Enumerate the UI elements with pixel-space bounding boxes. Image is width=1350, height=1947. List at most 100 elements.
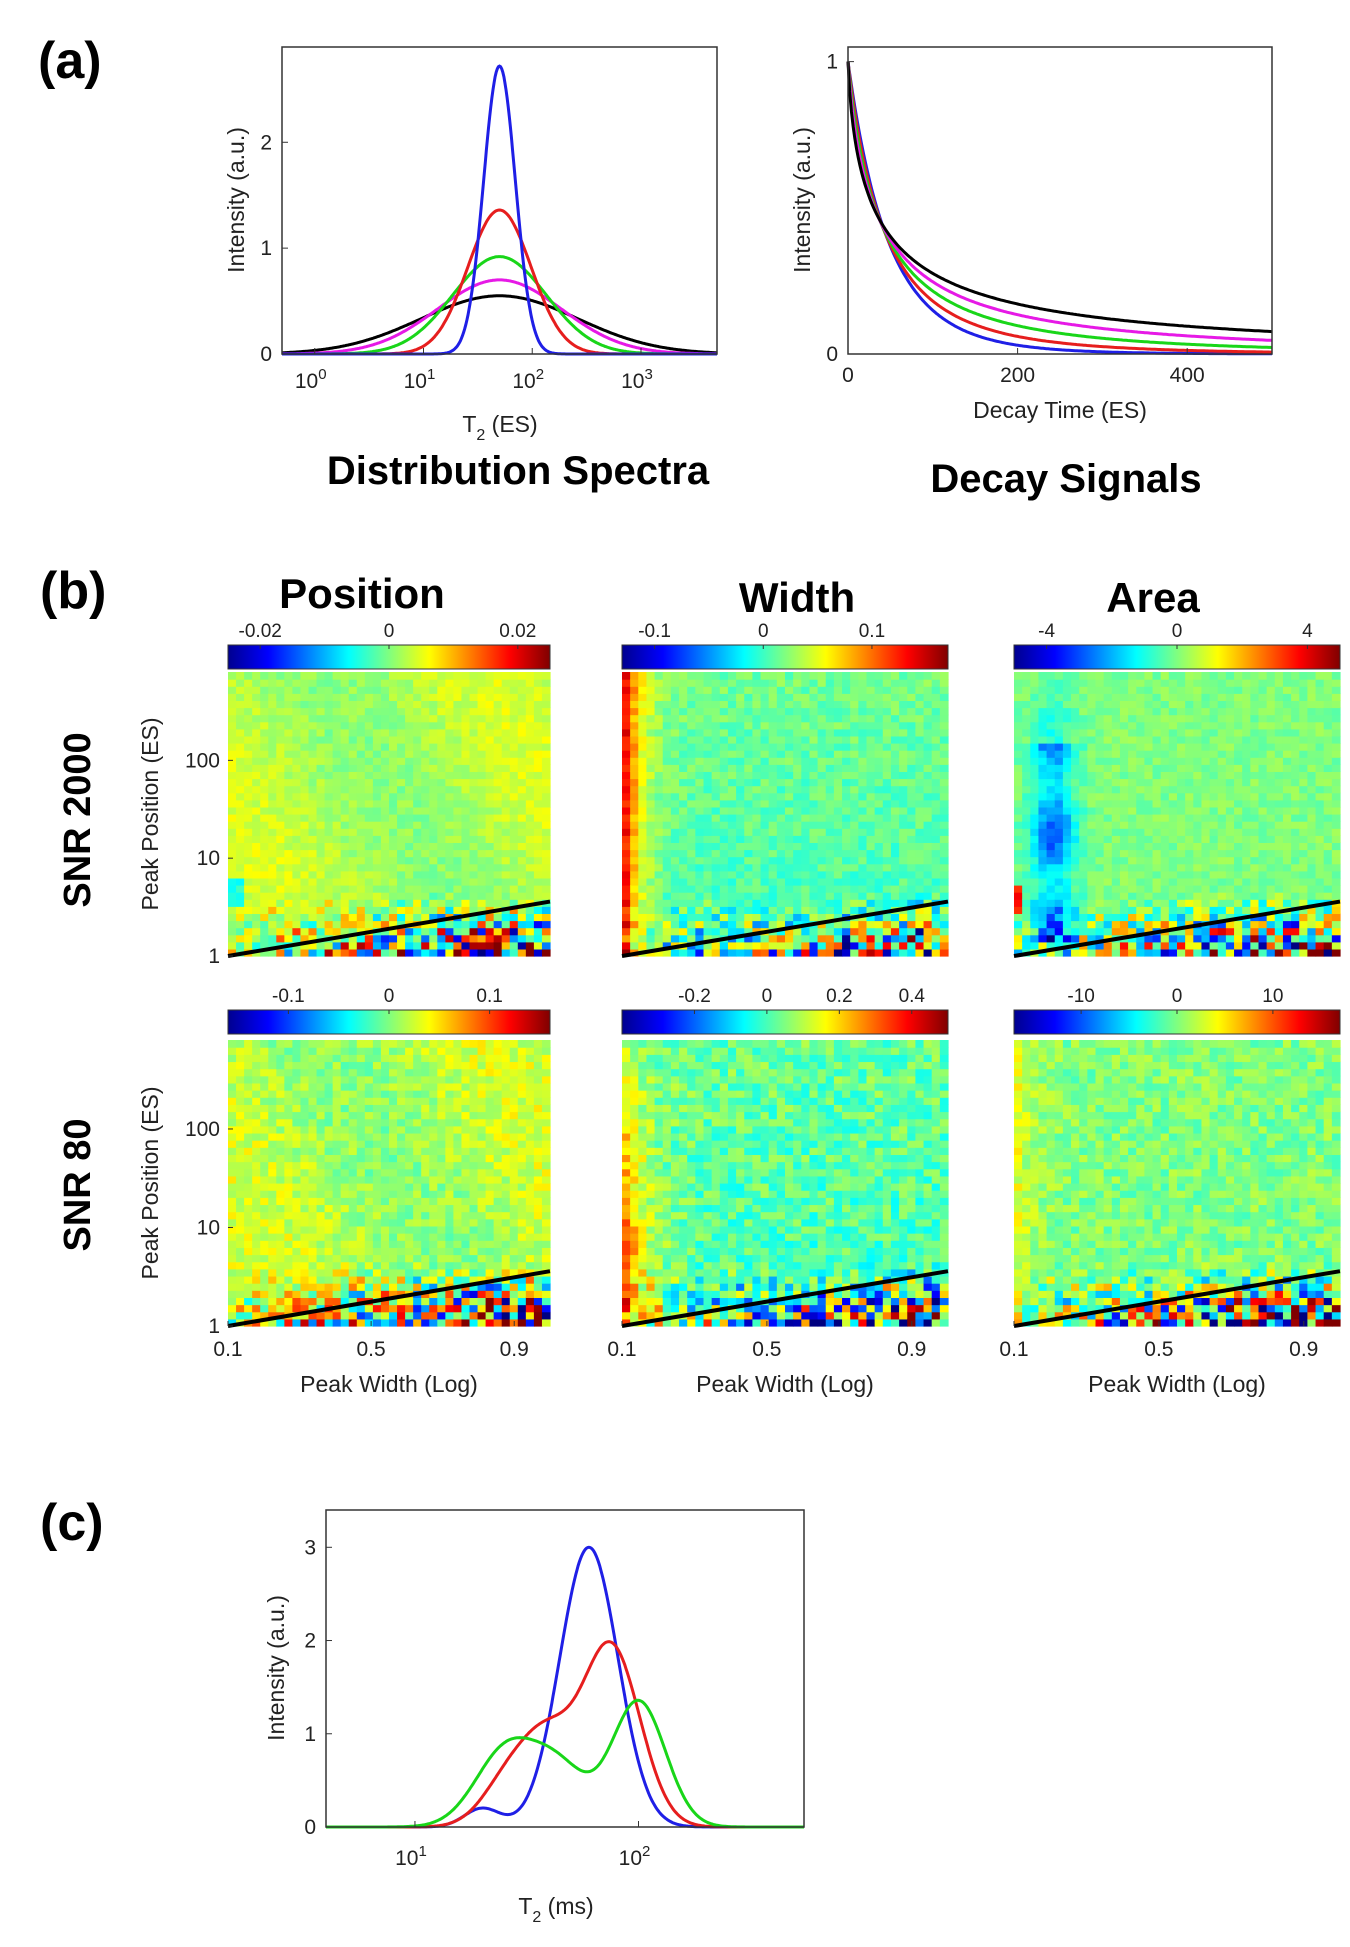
heatmap-cell [760,835,770,843]
heatmap-cell [493,743,503,751]
heatmap-cell [1193,806,1203,815]
heatmap-cell [719,920,729,929]
heatmap-cell [1217,785,1227,794]
heatmap-cell [825,899,835,907]
heatmap-cell [785,835,794,843]
heatmap-cell [332,948,342,957]
heatmap-cell [316,785,326,794]
heatmap-cell [736,785,745,794]
panel-label-a: (a) [38,32,102,90]
heatmap-cell [874,707,884,716]
heatmap-cell [1250,672,1260,680]
heatmap-cell [630,771,639,780]
heatmap-cell [679,679,688,687]
heatmap-cell [437,693,446,701]
heatmap-cell [670,778,680,787]
heatmap-cell [1119,693,1129,701]
heatmap-cell [915,877,925,886]
heatmap-cell [316,721,326,730]
heatmap-cell [899,856,908,865]
heatmap-cell [364,785,374,794]
heatmap-cell [1242,870,1251,879]
heatmap-cell [316,743,326,751]
heatmap-cell [348,757,358,765]
heatmap-cell [469,941,479,950]
heatmap-cell [1201,934,1211,943]
heatmap-cell [525,693,535,701]
heatmap-cell [1136,707,1145,716]
heatmap-cell [1111,757,1121,765]
heatmap-cell [228,1061,237,1070]
heatmap-cell [228,743,237,751]
heatmap-cell [244,806,253,815]
heatmap-cell [866,920,876,929]
heatmap-cell [437,885,446,893]
heatmap-cell [662,672,672,680]
heatmap-cell [348,806,358,815]
heatmap-cell [1250,849,1260,858]
heatmap-cell [517,906,527,914]
heatmap-cell [1274,771,1284,780]
heatmap-cell [517,849,527,858]
heatmap-cell [437,757,446,765]
heatmap-cell [292,842,302,851]
heatmap-cell [809,870,819,879]
heatmap-cell [1250,927,1260,936]
heatmap-cell [874,785,884,794]
heatmap-cell [453,934,463,943]
heatmap-cell [646,842,656,851]
heatmap-cell [809,814,819,822]
heatmap-cell [1258,735,1268,744]
heatmap-cell [324,842,334,851]
heatmap-cell [389,828,398,836]
heatmap-cell [1087,771,1097,780]
heatmap-cell [1103,679,1113,687]
heatmap-cell [793,899,802,907]
heatmap-cell [727,885,737,893]
heatmap-cell [1144,764,1154,772]
heatmap-cell [356,899,366,907]
heatmap-cell [866,714,876,723]
heatmap-cell [1307,948,1317,957]
heatmap-cell [646,721,656,730]
heatmap-cell [276,870,285,879]
heatmap-cell [1201,913,1211,922]
heatmap-cell [858,934,868,943]
heatmap-cell [1250,920,1260,929]
heatmap-cell [1022,679,1031,687]
heatmap-cell [890,778,900,787]
heatmap-cell [662,948,672,957]
heatmap-cell [874,806,884,815]
heatmap-cell [890,693,900,701]
heatmap-cell [1258,828,1268,836]
heatmap-cell [292,721,302,730]
heatmap-cell [1128,899,1137,907]
heatmap-cell [939,814,949,822]
heatmap-cell [1022,870,1031,879]
heatmap-cell [300,785,310,794]
heatmap-cell [1079,743,1088,751]
heatmap-cell [825,728,835,737]
heatmap-cell [284,885,293,893]
heatmap-cell [284,728,293,737]
heatmap-cell [1217,934,1227,943]
heatmap-cell [695,814,705,822]
heatmap-cell [501,877,511,886]
heatmap-cell [1119,821,1129,829]
heatmap-cell [866,693,876,701]
heatmap-cell [711,892,721,900]
heatmap-cell [413,835,422,843]
heatmap-cell [711,842,721,851]
heatmap-cell [533,714,543,723]
heatmap-cell [1030,672,1040,680]
heatmap-cell [727,799,737,808]
heatmap-cell [809,721,819,730]
heatmap-cell [228,1261,237,1270]
heatmap-cell [931,686,941,694]
heatmap-cell [1209,806,1219,815]
heatmap-cell [260,679,269,687]
heatmap-cell [1144,743,1154,751]
heatmap-cell [768,821,778,829]
heatmap-cell [1038,728,1048,737]
heatmap-cell [1071,764,1080,772]
